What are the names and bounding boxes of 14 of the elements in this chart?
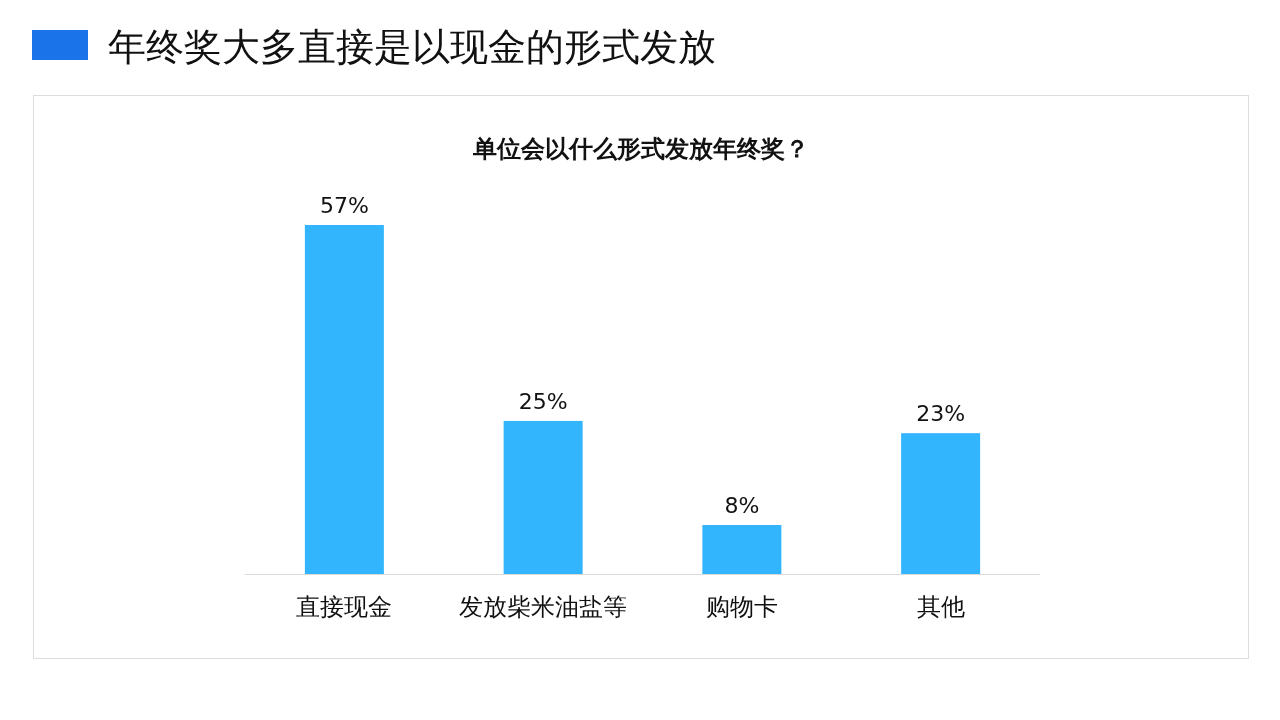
chart-subtitle: 单位会以什么形式发放年终奖？	[472, 135, 809, 163]
x-tick-label: 发放柴米油盐等	[459, 593, 628, 621]
x-tick-label: 其他	[916, 593, 965, 621]
data-label: 57%	[319, 193, 369, 218]
bar	[304, 225, 384, 574]
chart-title: 年终奖大多直接是以现金的形式发放	[108, 25, 716, 69]
bar	[702, 525, 782, 574]
x-tick-label: 直接现金	[296, 593, 393, 621]
x-tick-label: 购物卡	[705, 593, 778, 621]
data-label: 8%	[724, 493, 760, 519]
bar	[901, 433, 981, 574]
data-label: 25%	[518, 388, 568, 414]
data-label: 23%	[916, 401, 966, 427]
bar	[503, 420, 583, 574]
